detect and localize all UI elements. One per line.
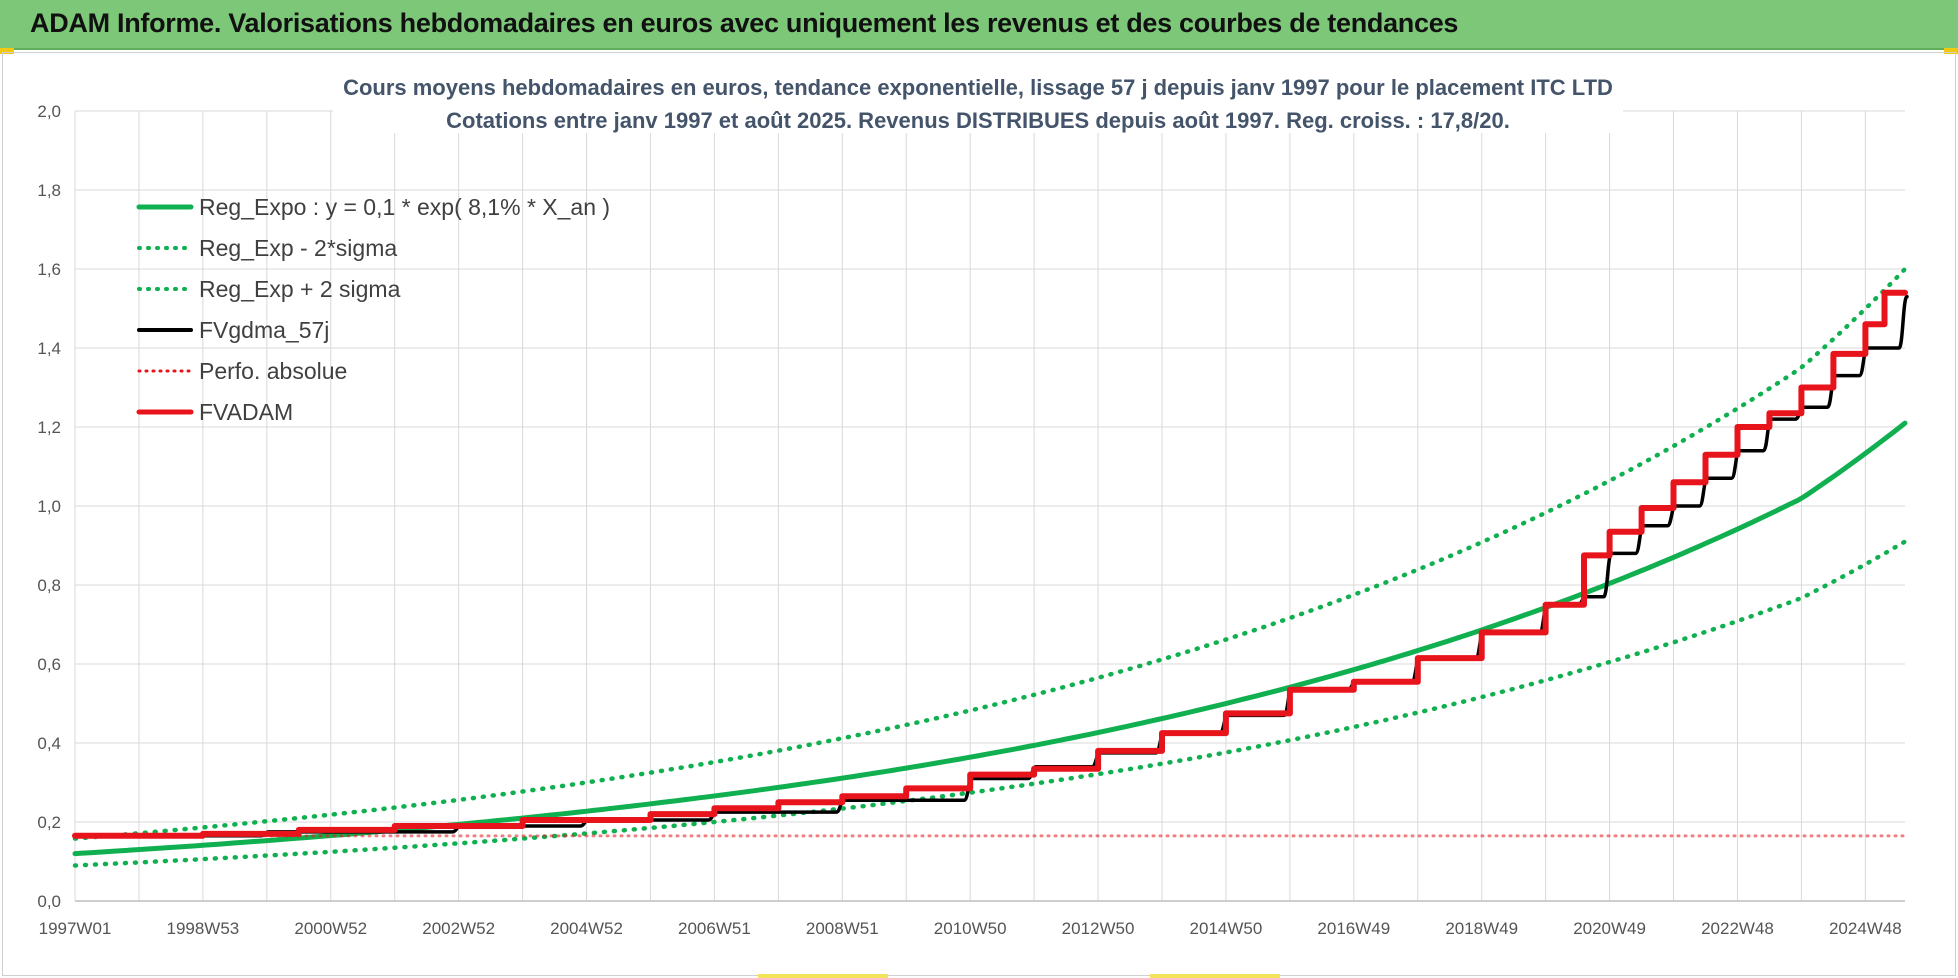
corner-mark-right bbox=[1944, 48, 1958, 54]
y-tick-label: 1,4 bbox=[37, 339, 61, 358]
y-tick-label: 1,0 bbox=[37, 497, 61, 516]
bottom-accent-left bbox=[758, 974, 888, 978]
title-banner: ADAM Informe. Valorisations hebdomadaire… bbox=[0, 0, 1958, 50]
x-tick-label: 2014W50 bbox=[1190, 919, 1263, 938]
x-tick-label: 2018W49 bbox=[1445, 919, 1518, 938]
x-tick-label: 1997W01 bbox=[39, 919, 112, 938]
x-tick-label: 2004W52 bbox=[550, 919, 623, 938]
y-tick-label: 2,0 bbox=[37, 102, 61, 121]
x-tick-label: 2024W48 bbox=[1829, 919, 1902, 938]
x-tick-label: 2008W51 bbox=[806, 919, 879, 938]
legend-entry-label: Reg_Exp + 2 sigma bbox=[199, 276, 401, 302]
x-tick-label: 2006W51 bbox=[678, 919, 751, 938]
x-tick-label: 2000W52 bbox=[294, 919, 367, 938]
chart-area: 0,0 0,2 0,4 0,6 0,8 1,0 1,2 1,4 1,6 1,8 2,0 1997W01… bbox=[2, 52, 1956, 976]
corner-mark-left bbox=[0, 48, 14, 54]
series-line-1 bbox=[72, 539, 1908, 868]
legend-entry-label: FVADAM bbox=[199, 399, 293, 425]
x-tick-label: 2012W50 bbox=[1062, 919, 1135, 938]
x-tick-label: 2010W50 bbox=[934, 919, 1007, 938]
legend-entry-label: Perfo. absolue bbox=[199, 358, 347, 384]
bottom-accent-right bbox=[1150, 974, 1280, 978]
chart-title-background bbox=[333, 67, 1623, 133]
y-tick-label: 0,8 bbox=[37, 576, 61, 595]
grid-layer bbox=[74, 110, 1905, 902]
axis-layer: 0,0 0,2 0,4 0,6 0,8 1,0 1,2 1,4 1,6 1,8 2,0 1997W01… bbox=[37, 102, 1905, 938]
y-tick-label: 1,6 bbox=[37, 260, 61, 279]
x-tick-label: 2002W52 bbox=[422, 919, 495, 938]
series-line-5 bbox=[72, 289, 1908, 839]
x-tick-label: 2016W49 bbox=[1317, 919, 1390, 938]
legend-entry-label: Reg_Expo : y = 0,1 * exp( 8,1% * X_an ) bbox=[199, 194, 610, 220]
legend-entry-label: Reg_Exp - 2*sigma bbox=[199, 235, 397, 261]
legend-entry-label: FVgdma_57j bbox=[199, 317, 329, 343]
chart-title-line-2: Cotations entre janv 1997 et août 2025. … bbox=[446, 108, 1510, 133]
series-layer bbox=[72, 266, 1909, 868]
banner-title: ADAM Informe. Valorisations hebdomadaire… bbox=[30, 8, 1459, 38]
y-tick-label: 0,0 bbox=[37, 892, 61, 911]
chart-title-block: Cours moyens hebdomadaires en euros, ten… bbox=[333, 67, 1623, 133]
y-tick-label: 1,8 bbox=[37, 181, 61, 200]
legend: Reg_Expo : y = 0,1 * exp( 8,1% * X_an ) R… bbox=[136, 194, 610, 425]
x-tick-label: 2022W48 bbox=[1701, 919, 1774, 938]
chart-svg: 0,0 0,2 0,4 0,6 0,8 1,0 1,2 1,4 1,6 1,8 2,0 1997W01… bbox=[37, 67, 1909, 938]
chart-title-line-1: Cours moyens hebdomadaires en euros, ten… bbox=[343, 75, 1613, 100]
x-tick-label: 1998W53 bbox=[166, 919, 239, 938]
y-tick-label: 0,6 bbox=[37, 655, 61, 674]
x-tick-label: 2020W49 bbox=[1573, 919, 1646, 938]
y-tick-label: 0,2 bbox=[37, 813, 61, 832]
y-tick-label: 1,2 bbox=[37, 418, 61, 437]
y-tick-label: 0,4 bbox=[37, 734, 61, 753]
